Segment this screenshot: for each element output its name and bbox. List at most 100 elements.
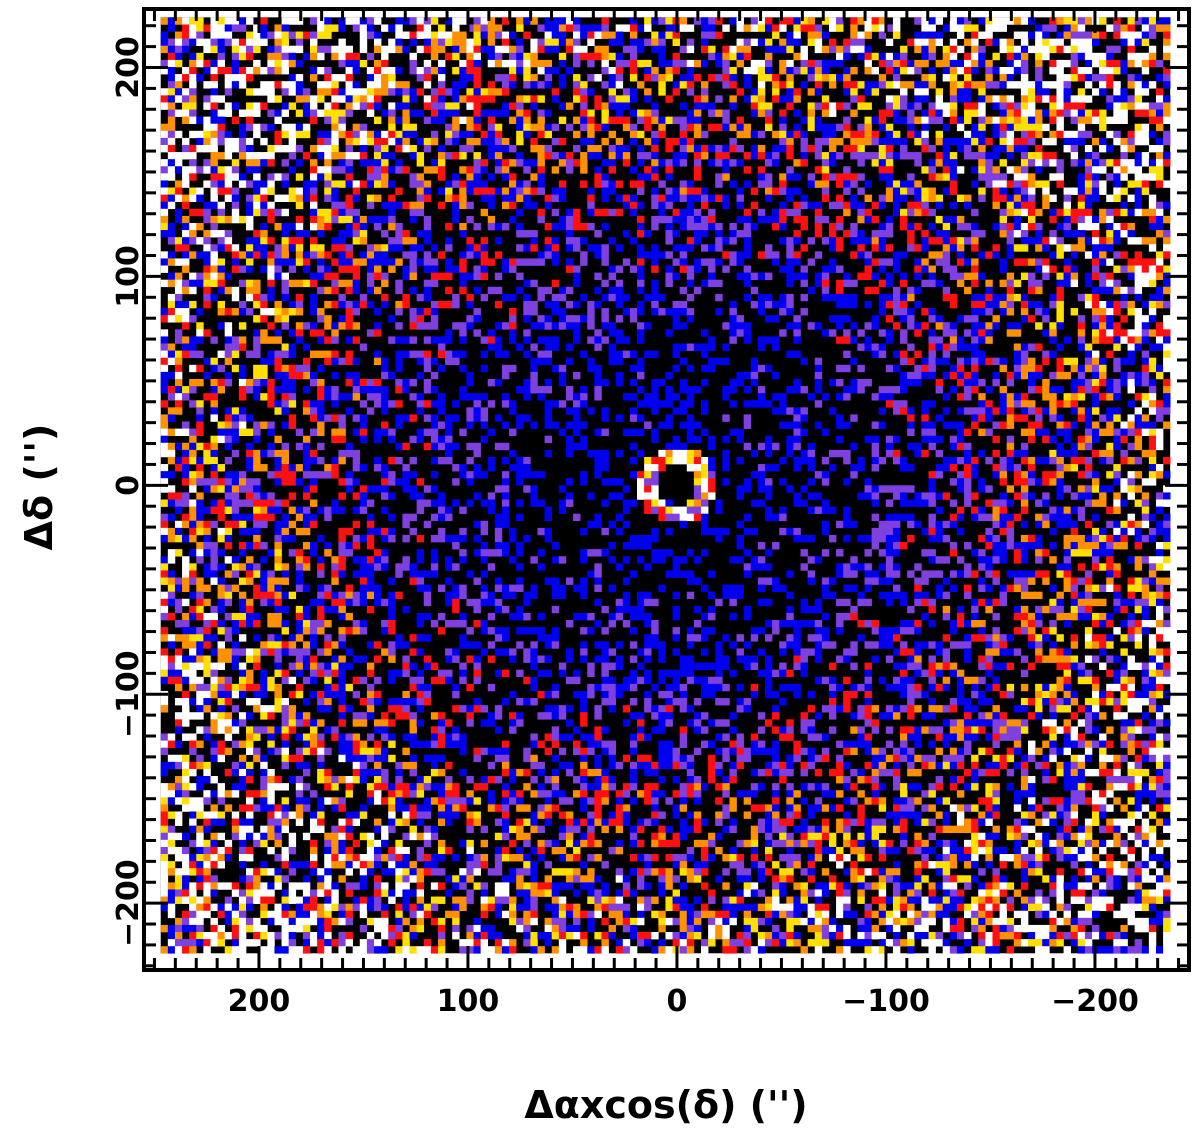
map-pixel	[423, 258, 432, 266]
map-pixel	[1070, 187, 1079, 195]
map-pixel	[757, 400, 766, 408]
map-pixel	[985, 293, 993, 302]
map-pixel	[558, 74, 567, 82]
map-pixel	[288, 393, 297, 401]
map-pixel	[914, 244, 922, 252]
map-pixel	[779, 407, 787, 415]
map-pixel	[182, 180, 190, 188]
map-pixel	[196, 144, 204, 153]
map-pixel	[629, 393, 638, 401]
map-pixel	[466, 180, 474, 188]
map-pixel	[310, 66, 318, 75]
map-pixel	[750, 130, 759, 139]
map-pixel	[1013, 137, 1022, 146]
map-pixel	[949, 95, 958, 103]
map-pixel	[530, 230, 538, 238]
map-pixel	[750, 371, 759, 380]
map-pixel	[473, 308, 481, 316]
map-pixel	[160, 144, 169, 153]
map-pixel	[523, 350, 531, 358]
map-pixel	[1127, 421, 1135, 429]
map-pixel	[288, 378, 297, 387]
map-pixel	[381, 66, 389, 75]
map-pixel	[537, 187, 545, 195]
map-pixel	[1006, 152, 1015, 160]
map-pixel	[1020, 45, 1029, 54]
map-pixel	[864, 52, 872, 61]
map-pixel	[800, 386, 808, 394]
map-pixel	[999, 66, 1007, 75]
map-pixel	[246, 52, 254, 61]
map-pixel	[935, 215, 943, 224]
map-pixel	[992, 116, 1000, 125]
map-pixel	[857, 52, 865, 61]
map-pixel	[686, 116, 695, 125]
map-pixel	[317, 400, 325, 408]
map-pixel	[487, 400, 496, 408]
map-pixel	[373, 378, 382, 387]
map-pixel	[437, 66, 446, 75]
map-pixel	[1056, 421, 1064, 429]
map-pixel	[359, 24, 368, 32]
map-pixel	[182, 194, 190, 203]
map-pixel	[814, 137, 823, 146]
map-pixel	[260, 17, 268, 25]
map-pixel	[409, 152, 417, 160]
map-pixel	[544, 421, 553, 429]
map-pixel	[964, 137, 972, 146]
map-pixel	[686, 45, 695, 54]
map-pixel	[1028, 123, 1036, 132]
map-pixel	[1049, 407, 1057, 415]
map-pixel	[1163, 137, 1171, 146]
map-pixel	[516, 45, 524, 54]
map-pixel	[1163, 230, 1171, 238]
map-pixel	[793, 272, 801, 280]
map-pixel	[310, 208, 318, 217]
map-pixel	[736, 371, 744, 380]
map-pixel	[182, 442, 190, 451]
map-pixel	[565, 102, 574, 110]
map-pixel	[437, 300, 446, 309]
map-pixel	[1056, 386, 1064, 394]
map-pixel	[423, 386, 432, 394]
map-pixel	[565, 393, 574, 401]
map-pixel	[231, 45, 240, 54]
map-pixel	[1127, 95, 1135, 103]
map-pixel	[416, 371, 425, 380]
map-pixel	[1106, 116, 1114, 125]
map-pixel	[473, 152, 481, 160]
map-pixel	[736, 144, 744, 153]
map-pixel	[900, 329, 908, 337]
map-pixel	[224, 88, 233, 96]
map-pixel	[942, 173, 951, 181]
map-pixel	[1035, 428, 1043, 436]
map-pixel	[665, 449, 673, 458]
map-pixel	[274, 95, 282, 103]
map-pixel	[445, 300, 453, 309]
map-pixel	[246, 45, 254, 54]
map-pixel	[1141, 336, 1150, 344]
map-pixel	[580, 222, 588, 231]
map-pixel	[210, 152, 218, 160]
map-pixel	[260, 102, 268, 110]
map-pixel	[665, 442, 673, 451]
map-pixel	[160, 222, 169, 231]
map-pixel	[1113, 222, 1121, 231]
map-pixel	[167, 88, 176, 96]
map-pixel	[466, 421, 474, 429]
map-pixel	[466, 371, 474, 380]
map-pixel	[786, 137, 794, 146]
map-pixel	[224, 66, 233, 75]
map-pixel	[956, 279, 965, 288]
map-pixel	[373, 329, 382, 337]
map-pixel	[942, 74, 951, 82]
map-pixel	[160, 449, 169, 458]
map-pixel	[686, 123, 695, 132]
map-pixel	[985, 24, 993, 32]
map-pixel	[701, 378, 709, 387]
map-pixel	[544, 81, 553, 89]
map-pixel	[267, 308, 275, 316]
map-pixel	[1013, 187, 1022, 195]
map-pixel	[288, 59, 297, 68]
map-pixel	[196, 130, 204, 139]
